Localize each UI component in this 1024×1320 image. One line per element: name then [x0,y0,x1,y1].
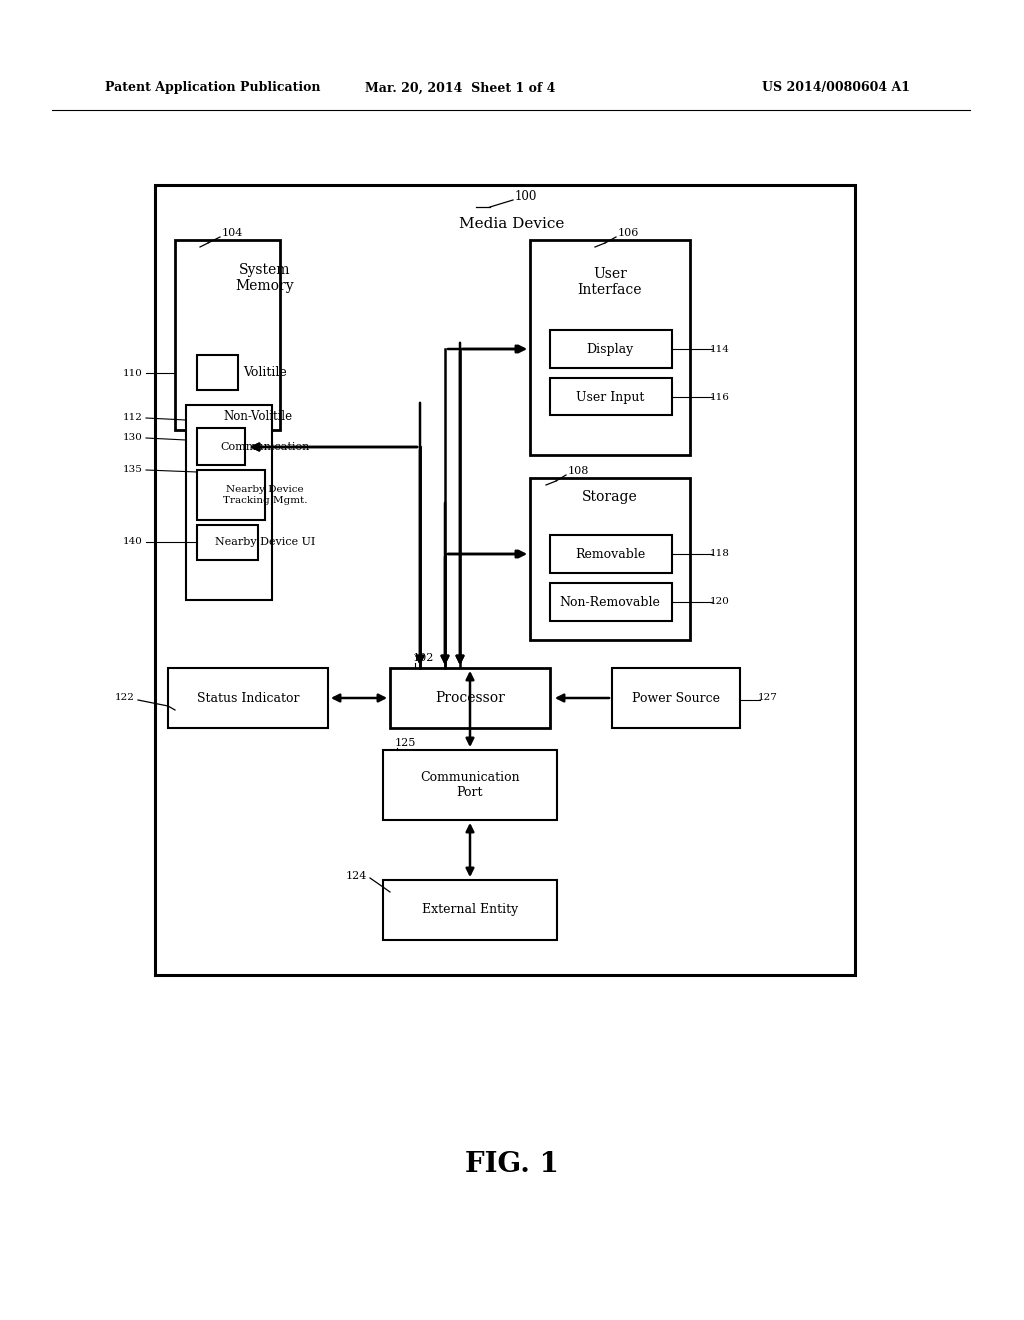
Bar [186,405,272,601]
Text: Volitile: Volitile [243,367,287,380]
Bar [550,330,672,368]
Bar [197,355,238,389]
Text: Patent Application Publication: Patent Application Publication [105,82,321,95]
Text: 116: 116 [710,392,730,401]
FancyArrowPatch shape [447,550,524,557]
Text: Non-Removable: Non-Removable [559,595,660,609]
Text: Media Device: Media Device [460,216,564,231]
Bar [168,668,328,729]
FancyArrowPatch shape [447,346,522,352]
Text: FIG. 1: FIG. 1 [465,1151,559,1179]
Text: 104: 104 [222,228,244,238]
Bar [550,583,672,620]
Bar [197,428,245,465]
Text: User
Interface: User Interface [578,267,642,297]
Bar [383,750,557,820]
Text: 106: 106 [618,228,639,238]
Bar [390,668,550,729]
Bar [550,378,672,414]
Bar [530,240,690,455]
FancyArrowPatch shape [441,557,449,663]
Text: Communication: Communication [220,442,309,451]
Text: Status Indicator: Status Indicator [197,692,299,705]
Text: 127: 127 [758,693,778,702]
FancyArrowPatch shape [334,694,384,701]
FancyArrowPatch shape [457,351,463,663]
Text: External Entity: External Entity [422,903,518,916]
Bar [175,240,280,430]
FancyArrowPatch shape [558,694,609,701]
Bar [197,470,265,520]
Text: 125: 125 [395,738,417,748]
Bar [197,525,258,560]
Text: Power Source: Power Source [632,692,720,705]
FancyArrowPatch shape [467,673,473,744]
Text: Nearby Device UI: Nearby Device UI [215,537,315,546]
Text: Storage: Storage [582,490,638,504]
Text: Removable: Removable [574,548,645,561]
FancyArrowPatch shape [417,450,423,663]
Text: Nearby Device
Tracking Mgmt.: Nearby Device Tracking Mgmt. [223,486,307,504]
Text: 102: 102 [413,653,434,663]
FancyArrowPatch shape [253,444,417,450]
Text: Non-Volitile: Non-Volitile [223,411,293,424]
FancyArrowPatch shape [457,343,463,663]
Text: 112: 112 [123,413,143,422]
Text: Processor: Processor [435,690,505,705]
Text: 140: 140 [123,537,143,546]
Text: Mar. 20, 2014  Sheet 1 of 4: Mar. 20, 2014 Sheet 1 of 4 [365,82,555,95]
Bar [550,535,672,573]
Bar [612,668,740,729]
Bar [530,478,690,640]
Text: 108: 108 [568,466,590,477]
Text: 118: 118 [710,549,730,558]
Bar [155,185,855,975]
Text: 124: 124 [346,871,367,880]
Text: Display: Display [587,342,634,355]
Text: 122: 122 [115,693,135,702]
Text: 110: 110 [123,368,143,378]
FancyArrowPatch shape [441,503,449,663]
FancyArrowPatch shape [447,550,522,557]
FancyArrowPatch shape [417,403,423,663]
FancyArrowPatch shape [253,444,417,450]
Text: 130: 130 [123,433,143,442]
Text: 100: 100 [515,190,538,202]
Bar [383,880,557,940]
Text: System
Memory: System Memory [236,263,294,293]
FancyArrowPatch shape [463,346,524,352]
Text: 114: 114 [710,345,730,354]
Text: 120: 120 [710,598,730,606]
Text: Communication
Port: Communication Port [420,771,520,799]
Text: 135: 135 [123,466,143,474]
Text: User Input: User Input [575,391,644,404]
Text: US 2014/0080604 A1: US 2014/0080604 A1 [762,82,910,95]
FancyArrowPatch shape [467,825,473,874]
